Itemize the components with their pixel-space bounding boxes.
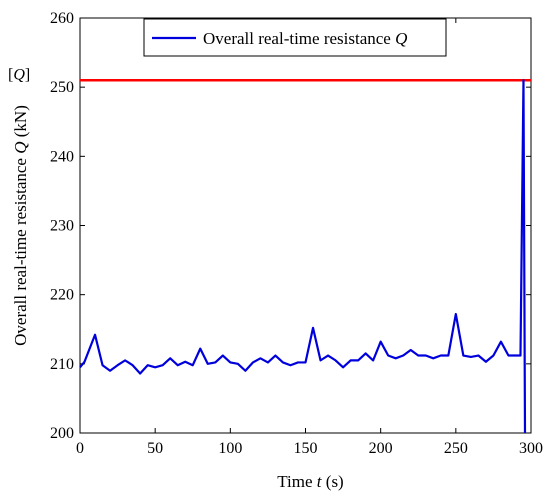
x-tick-label: 50	[147, 440, 163, 457]
reference-line-group: [Q]	[8, 66, 531, 83]
reference-line-label: [Q]	[8, 66, 30, 83]
y-tick-label: 230	[50, 218, 74, 235]
legend-label: Overall real-time resistance Q	[203, 29, 407, 48]
y-tick-label: 260	[50, 10, 74, 27]
series-group	[79, 79, 527, 434]
x-tick-label: 250	[444, 440, 468, 457]
x-tick-label: 150	[294, 440, 318, 457]
y-tick-label: 250	[50, 79, 74, 96]
x-tick-label: 100	[218, 440, 242, 457]
ticks: 0 50 100 150 200 250 300 200 210 220 230 240 250 260	[50, 10, 543, 457]
y-axis-title: Overall real-time resistance Q (kN)	[11, 105, 30, 346]
axis-titles: Time t (s) Overall real-time resistance Q…	[11, 105, 344, 491]
series-line	[79, 79, 527, 434]
y-tick-label: 200	[50, 425, 74, 442]
y-tick-label: 240	[50, 148, 74, 165]
y-tick-label: 210	[50, 356, 74, 373]
x-tick-label: 200	[369, 440, 393, 457]
x-tick-label: 0	[76, 440, 84, 457]
legend: Overall real-time resistance Q	[143, 18, 447, 57]
x-tick-label: 300	[519, 440, 543, 457]
x-axis-title: Time t (s)	[277, 472, 343, 491]
y-tick-label: 220	[50, 287, 74, 304]
